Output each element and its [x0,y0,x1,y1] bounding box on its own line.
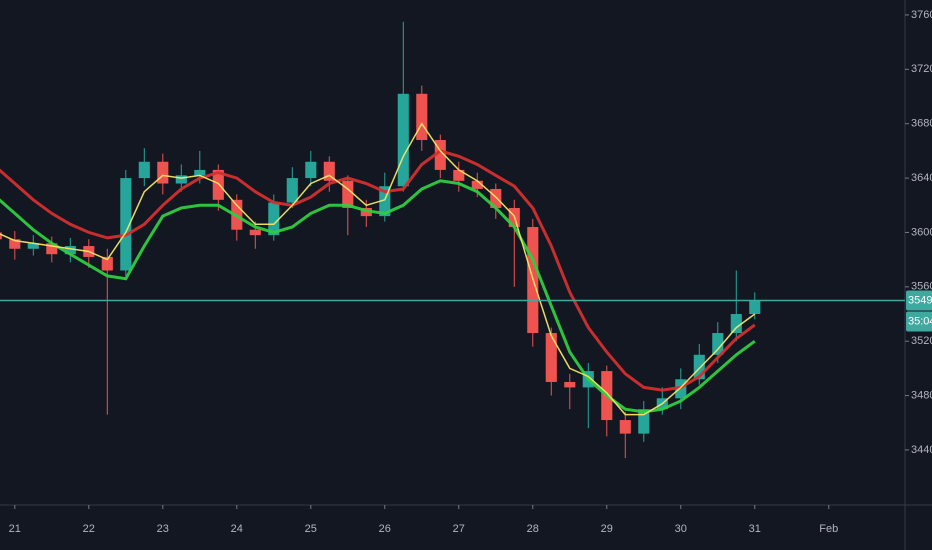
candle-body [194,169,206,176]
candle-body [138,161,150,179]
candle-body [249,229,261,236]
y-tick-label: 3760.0 [911,9,932,21]
x-tick-label: 21 [9,523,21,535]
candle-body [64,246,76,255]
candle-body [397,93,409,187]
x-tick-label: Feb [819,523,838,535]
candle-body [323,161,335,181]
candle-body [27,243,39,249]
candle-body [101,256,113,271]
candle-body [619,420,631,434]
candle-body [157,161,169,184]
candle-body [712,333,724,355]
moving-average-line [0,179,756,414]
candle-body [46,243,58,255]
candle-body [212,169,224,200]
candle-body [379,186,391,217]
y-tick-label: 3560.0 [911,281,932,293]
x-tick-label: 25 [305,523,317,535]
moving-average-line [0,122,756,416]
x-tick-label: 27 [453,523,465,535]
x-tick-label: 29 [601,523,613,535]
candle-body [434,140,446,170]
candle-body [730,314,742,334]
y-tick-label: 3720.0 [911,63,932,75]
candle-body [175,175,187,184]
candle-body [416,93,428,141]
candle-body [749,300,761,315]
x-tick-label: 22 [83,523,95,535]
y-tick-label: 3640.0 [911,172,932,184]
candle-body [9,239,21,249]
countdown-box [906,311,932,332]
candle-body [286,178,298,203]
candle-body [545,333,557,382]
candle-body [120,178,132,271]
x-tick-label: 23 [157,523,169,535]
candle-body [564,381,576,388]
candle-body [268,202,280,236]
y-tick-label: 3680.0 [911,118,932,130]
countdown-label: 35:04 [908,315,932,327]
x-tick-label: 26 [379,523,391,535]
y-tick-label: 3480.0 [911,389,932,401]
x-tick-label: 24 [231,523,243,535]
y-tick-label: 3520.0 [911,335,932,347]
candle-body [693,354,705,380]
price-label-box [906,290,932,311]
candle-body [305,161,317,179]
candle-body [453,169,465,181]
candle-body [638,409,650,434]
candle-body [0,232,2,240]
x-tick-label: 31 [749,523,761,535]
y-tick-label: 3440.0 [911,444,932,456]
price-label: 3549.9 [908,294,932,306]
x-tick-label: 30 [675,523,687,535]
y-tick-label: 3600.0 [911,226,932,238]
x-tick-label: 28 [527,523,539,535]
candle-body [490,188,502,208]
candle-body [471,180,483,189]
candle-body [342,180,354,208]
